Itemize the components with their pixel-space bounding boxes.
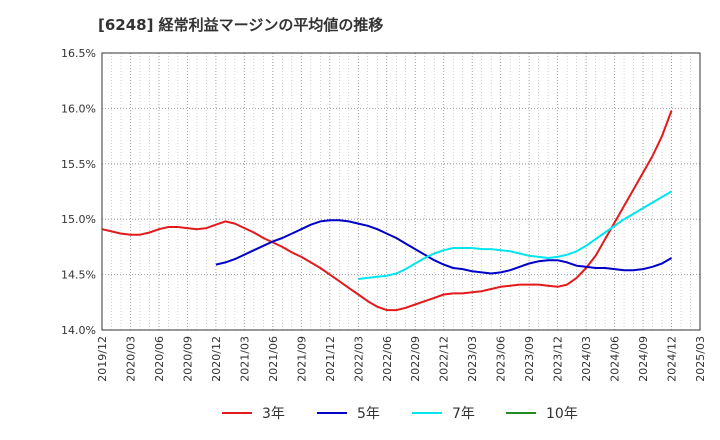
x-tick-label: 2020/03 — [124, 336, 137, 382]
plot-border — [101, 52, 701, 331]
x-tick-label: 2024/09 — [637, 336, 650, 382]
legend: 3年 5年 7年 10年 — [222, 406, 578, 422]
x-tick-label: 2024/03 — [580, 336, 593, 382]
y-tick-label: 15.0% — [61, 213, 96, 226]
legend-item: 7年 — [412, 406, 475, 422]
x-tick-label: 2021/03 — [238, 336, 251, 382]
series-line-0 — [101, 110, 673, 312]
x-tick-label: 2021/12 — [324, 336, 337, 382]
legend-item: 5年 — [317, 406, 380, 422]
y-tick-label: 14.0% — [61, 324, 96, 337]
x-tick-labels: 2019/12 2020/03 2020/06 2020/09 2020/12 2021/… — [96, 336, 707, 382]
grid — [102, 53, 700, 330]
x-tick-label: 2023/09 — [523, 336, 536, 382]
x-tick-label: 2021/09 — [295, 336, 308, 382]
x-tick-label: 2020/12 — [210, 336, 223, 382]
x-tick-label: 2023/12 — [552, 336, 565, 382]
x-tick-label: 2024/12 — [666, 336, 679, 382]
series-line-2 — [358, 190, 673, 280]
y-tick-labels: 14.0% 14.5% 15.0% 15.5% 16.0% 16.5% — [61, 47, 96, 337]
x-tick-label: 2025/03 — [694, 336, 707, 382]
x-tick-label: 2020/06 — [153, 336, 166, 382]
legend-label: 5年 — [357, 406, 380, 422]
y-tick-label: 15.5% — [61, 158, 96, 171]
legend-label: 7年 — [452, 406, 475, 422]
legend-item: 3年 — [222, 406, 285, 422]
x-tick-label: 2020/09 — [181, 336, 194, 382]
x-tick-label: 2023/03 — [466, 336, 479, 382]
x-tick-label: 2021/06 — [267, 336, 280, 382]
series-lines — [101, 110, 673, 312]
plot-frame — [101, 52, 701, 331]
x-tick-label: 2024/06 — [609, 336, 622, 382]
x-tick-label: 2023/06 — [495, 336, 508, 382]
legend-item: 10年 — [506, 406, 578, 422]
x-tick-label: 2022/09 — [409, 336, 422, 382]
legend-label: 10年 — [546, 406, 578, 422]
x-tick-label: 2022/06 — [381, 336, 394, 382]
y-tick-label: 16.0% — [61, 102, 96, 115]
y-tick-label: 14.5% — [61, 269, 96, 282]
legend-label: 3年 — [262, 406, 285, 422]
chart-title: [6248] 経常利益マージンの平均値の推移 — [98, 16, 384, 34]
y-tick-label: 16.5% — [61, 47, 96, 60]
x-tick-label: 2022/12 — [438, 336, 451, 382]
x-tick-label: 2019/12 — [96, 336, 109, 382]
series-line-1 — [215, 219, 673, 275]
x-tick-label: 2022/03 — [352, 336, 365, 382]
